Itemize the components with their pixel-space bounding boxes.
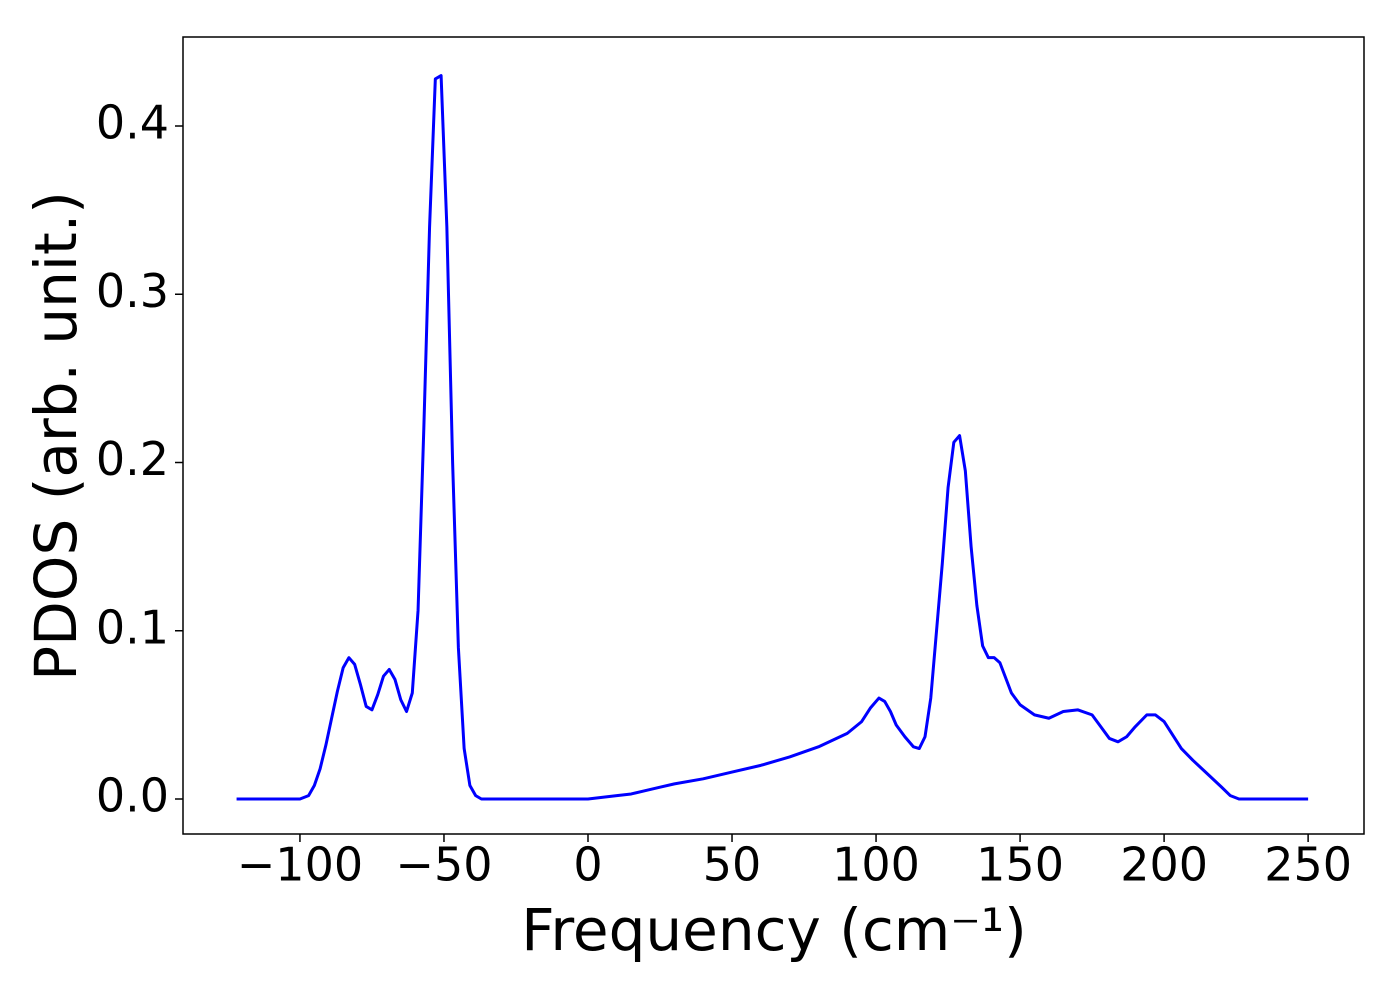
y-tick-label: 0.0: [96, 769, 169, 823]
x-tick-label: 50: [703, 838, 762, 892]
x-tick-label: 0: [573, 838, 602, 892]
x-tick-label: 150: [976, 838, 1064, 892]
x-tick-label: 100: [832, 838, 920, 892]
x-tick-label: −100: [237, 838, 363, 892]
x-tick-label: −50: [395, 838, 492, 892]
y-axis-label: PDOS (arb. unit.): [22, 191, 90, 681]
y-tick-label: 0.3: [96, 264, 169, 318]
plot-frame: [182, 36, 1365, 835]
y-tick-label: 0.4: [96, 96, 169, 150]
y-tick-label: 0.2: [96, 432, 169, 486]
x-tick-label: 250: [1264, 838, 1352, 892]
y-tick-label: 0.1: [96, 600, 169, 654]
data-line: [236, 74, 1309, 801]
x-axis-label: Frequency (cm⁻¹): [521, 896, 1027, 964]
x-tick-label: 200: [1120, 838, 1208, 892]
